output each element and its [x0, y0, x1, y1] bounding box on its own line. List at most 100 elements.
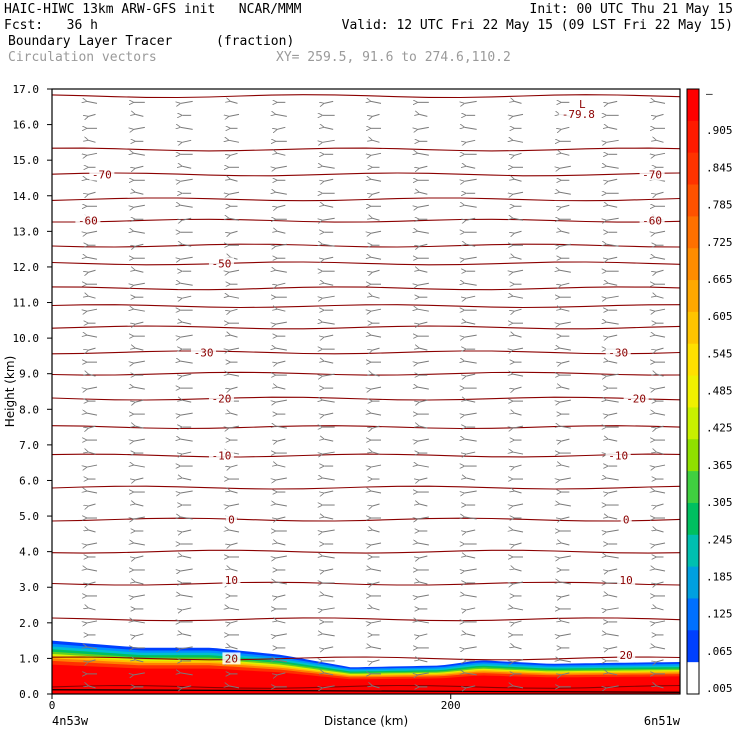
- vector-arrow: [466, 400, 476, 403]
- vector-arrow: [229, 191, 240, 194]
- vector-arrow: [277, 309, 286, 312]
- vector-arrow: [135, 504, 144, 507]
- vector-arrow: [277, 672, 286, 675]
- vector-arrow: [655, 230, 666, 233]
- vector-arrow: [89, 686, 96, 689]
- contour-label: -20: [626, 393, 646, 406]
- contour-line: [51, 286, 681, 291]
- vector-arrow: [277, 282, 286, 285]
- colorbar-cell: [687, 566, 699, 599]
- vector-arrow: [135, 555, 144, 558]
- y-tick-label: 13.0: [13, 225, 40, 238]
- contour-label-bg: [558, 107, 598, 120]
- vector-arrow: [560, 660, 571, 663]
- vector-arrow: [87, 257, 98, 260]
- vector-arrow: [181, 127, 193, 130]
- contour-line: [51, 371, 681, 376]
- colorbar-cell: [687, 471, 699, 504]
- vector-arrow: [371, 152, 382, 155]
- vector-arrow: [513, 581, 524, 584]
- vector-arrow: [87, 491, 98, 494]
- vector-arrow: [89, 659, 96, 662]
- vector-arrow: [418, 360, 429, 363]
- vector-arrow: [324, 100, 334, 103]
- vector-arrow: [657, 581, 664, 584]
- vector-arrow: [323, 685, 335, 688]
- vector-arrow: [371, 647, 382, 650]
- vector-arrow: [419, 243, 428, 246]
- vector-arrow: [323, 217, 335, 220]
- vector-arrow: [371, 542, 382, 545]
- vector-arrow: [607, 217, 619, 220]
- surface-line: [51, 689, 681, 693]
- colorbar-label: .125: [706, 608, 733, 621]
- vector-arrow: [515, 179, 522, 182]
- vector-arrow: [561, 231, 570, 234]
- y-tick-label: 12.0: [13, 261, 40, 274]
- vector-arrow: [229, 218, 240, 221]
- vector-arrow: [418, 516, 429, 519]
- vector-arrow: [231, 152, 238, 155]
- vector-arrow: [324, 517, 334, 520]
- vector-arrow: [181, 646, 193, 649]
- y-tick-label: 16.0: [13, 119, 40, 132]
- vector-arrow: [324, 127, 334, 130]
- vector-arrow: [182, 607, 192, 610]
- vector-arrow: [560, 321, 571, 324]
- axes: 0.0 1.0 2.0 3.0 4.0 5.0 6.0 7.0 8.0 9.0 10.0 11.0 12…: [3, 83, 681, 728]
- colorbar-label: .605: [706, 310, 733, 323]
- contour-line: [51, 243, 681, 248]
- vector-arrow: [513, 659, 524, 662]
- vector-arrow: [561, 594, 570, 597]
- vector-arrow: [181, 595, 193, 598]
- vector-arrow: [277, 594, 286, 597]
- vector-arrow: [181, 568, 193, 571]
- vector-arrow: [515, 257, 522, 260]
- vector-arrow: [657, 425, 664, 428]
- contour-line: [51, 325, 681, 330]
- vector-arrow: [181, 205, 193, 208]
- vector-arrow: [229, 425, 240, 428]
- vector-arrow: [323, 478, 335, 481]
- y-tick-label: 17.0: [13, 83, 40, 96]
- vector-arrow: [466, 244, 476, 247]
- contour-label-bg: [75, 214, 101, 227]
- contour-line: [51, 581, 681, 586]
- vector-arrow: [277, 621, 286, 624]
- vector-arrow: [87, 308, 98, 311]
- contour-label-bg: [222, 574, 241, 587]
- vector-arrow: [323, 139, 335, 142]
- low-marker: L: [579, 98, 586, 111]
- contour-label-bg: [225, 513, 237, 526]
- colorbar-cell: [687, 152, 699, 186]
- vector-arrow: [419, 399, 428, 402]
- contour-line: [51, 396, 681, 401]
- vector-arrow: [607, 478, 619, 481]
- vector-arrow: [323, 451, 335, 454]
- vector-arrow: [513, 530, 524, 533]
- vector-arrow: [418, 126, 429, 129]
- vector-arrow: [560, 426, 571, 429]
- vector-arrow: [655, 569, 666, 572]
- colorbar-cell: [687, 89, 699, 122]
- vector-arrow: [465, 178, 477, 181]
- vector-arrow: [276, 243, 287, 246]
- contour-label-bg: [89, 168, 115, 181]
- vector-arrow: [182, 166, 192, 169]
- vector-arrow: [87, 101, 98, 104]
- contour-label: -70: [92, 168, 112, 181]
- vector-arrow: [135, 426, 144, 429]
- vector-arrow: [373, 452, 380, 455]
- contour-label: -60: [642, 215, 662, 228]
- contour-line: [51, 684, 681, 689]
- vector-arrow: [89, 503, 96, 506]
- contour-label: 20: [620, 649, 633, 662]
- vector-arrow: [276, 633, 287, 636]
- colorbar-label: .005: [706, 682, 733, 695]
- vector-arrow: [323, 607, 335, 610]
- vector-arrow: [371, 464, 382, 467]
- vector-arrow: [324, 334, 334, 337]
- vector-arrow: [135, 243, 144, 246]
- vector-arrow: [515, 152, 522, 155]
- vector-arrow: [231, 413, 238, 416]
